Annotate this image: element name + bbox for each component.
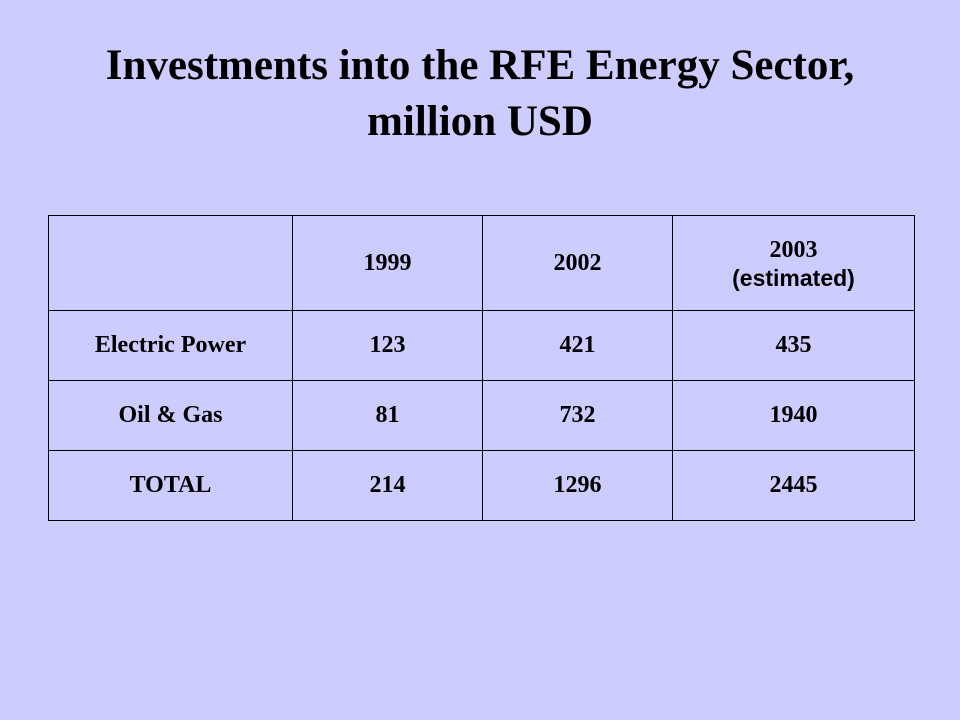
header-cell-2002: 2002 <box>482 215 673 311</box>
table-row-electric-power: Electric Power 123 421 435 <box>48 310 915 381</box>
value-cell: 81 <box>292 380 483 451</box>
slide-title-line-2: million USD <box>367 98 593 145</box>
row-label-cell: Oil & Gas <box>48 380 293 451</box>
value-cell: 1296 <box>482 450 673 521</box>
value-cell: 214 <box>292 450 483 521</box>
row-label-cell: TOTAL <box>48 450 293 521</box>
value-cell: 2445 <box>672 450 915 521</box>
value-cell: 435 <box>672 310 915 381</box>
table-row-oil-gas: Oil & Gas 81 732 1940 <box>48 380 915 451</box>
value-cell: 123 <box>292 310 483 381</box>
slide-title: Investments into the RFE Energy Sector, … <box>0 38 960 150</box>
investment-table: 1999 2002 2003 (estimated) Electric Powe… <box>48 215 915 521</box>
value-cell: 1940 <box>672 380 915 451</box>
header-year-label: 2002 <box>553 250 602 276</box>
header-cell-2003: 2003 (estimated) <box>672 215 915 311</box>
slide-title-line-1: Investments into the RFE Energy Sector, <box>105 42 855 89</box>
header-cell-empty <box>48 215 293 311</box>
value-cell: 732 <box>482 380 673 451</box>
table-header-row: 1999 2002 2003 (estimated) <box>48 215 915 311</box>
row-label-cell: Electric Power <box>48 310 293 381</box>
header-year-label: 2003 <box>769 237 818 263</box>
value-cell: 421 <box>482 310 673 381</box>
table-row-total: TOTAL 214 1296 2445 <box>48 450 915 521</box>
header-year-label: 1999 <box>363 250 412 276</box>
header-cell-1999: 1999 <box>292 215 483 311</box>
header-estimated-note: (estimated) <box>732 265 855 291</box>
